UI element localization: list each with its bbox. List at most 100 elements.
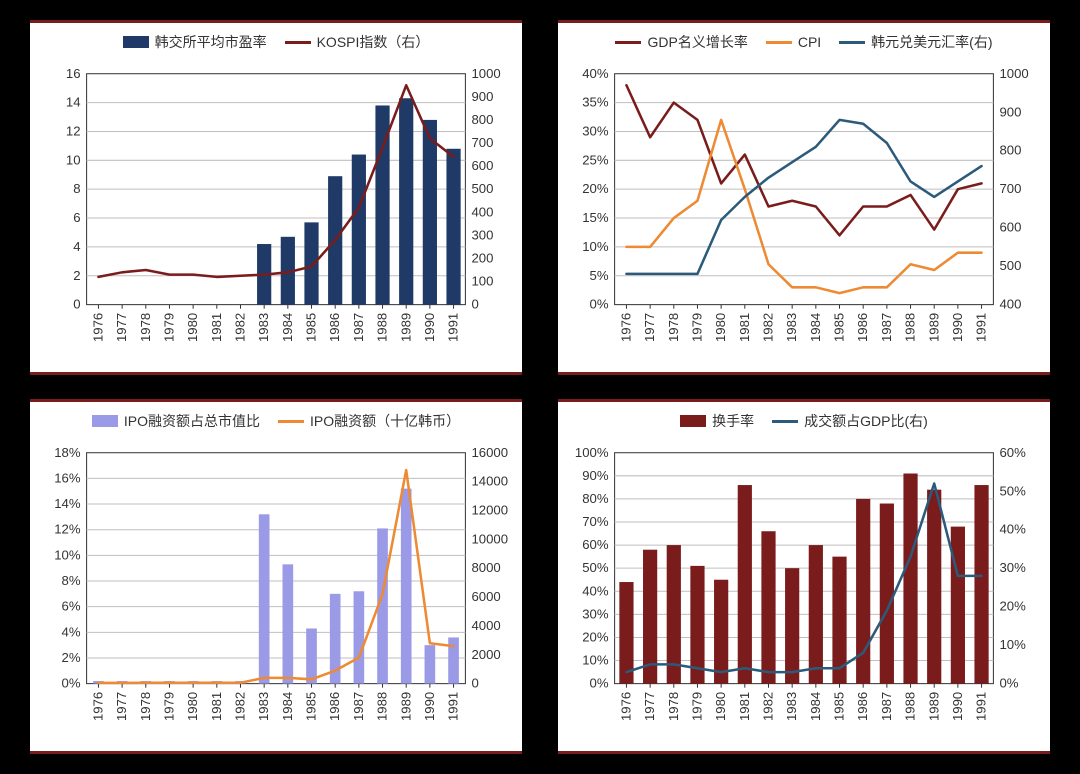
svg-text:18%: 18% <box>54 445 81 460</box>
svg-text:1990: 1990 <box>950 313 965 342</box>
svg-text:0%: 0% <box>62 676 81 691</box>
legend-swatch-line-icon <box>278 420 304 423</box>
svg-text:40%: 40% <box>999 522 1026 537</box>
svg-text:1980: 1980 <box>185 313 200 342</box>
svg-text:1985: 1985 <box>832 313 847 342</box>
svg-text:1983: 1983 <box>784 692 799 721</box>
svg-text:1984: 1984 <box>280 692 295 721</box>
panel-1: 韩交所平均市盈率KOSPI指数（右） 024681012141601002003… <box>30 20 522 375</box>
svg-text:600: 600 <box>999 220 1021 235</box>
svg-text:10%: 10% <box>582 653 609 668</box>
chart-4: 0%10%20%30%40%50%60%70%80%90%100%0%10%20… <box>566 440 1042 747</box>
svg-text:1981: 1981 <box>737 313 752 342</box>
svg-text:1978: 1978 <box>138 313 153 342</box>
svg-text:40%: 40% <box>582 583 609 598</box>
svg-text:16000: 16000 <box>471 445 508 460</box>
svg-text:1980: 1980 <box>713 313 728 342</box>
legend-label: 韩交所平均市盈率 <box>155 32 267 52</box>
svg-text:1983: 1983 <box>256 692 271 721</box>
legend-label: IPO融资额占总市值比 <box>124 411 260 431</box>
svg-text:1982: 1982 <box>761 692 776 721</box>
svg-text:90%: 90% <box>582 468 609 483</box>
svg-text:1989: 1989 <box>398 692 413 721</box>
svg-text:300: 300 <box>471 227 493 242</box>
svg-text:60%: 60% <box>999 445 1026 460</box>
svg-text:1979: 1979 <box>162 692 177 721</box>
legend-swatch-bar-icon <box>123 36 149 48</box>
svg-text:20%: 20% <box>582 630 609 645</box>
svg-text:1984: 1984 <box>280 313 295 342</box>
svg-text:1991: 1991 <box>446 313 461 342</box>
svg-text:1977: 1977 <box>642 313 657 342</box>
legend-label: 成交额占GDP比(右) <box>804 411 928 431</box>
svg-text:100: 100 <box>471 274 493 289</box>
legend-item: 韩元兑美元汇率(右) <box>839 32 992 52</box>
svg-text:1986: 1986 <box>855 692 870 721</box>
svg-text:0: 0 <box>471 676 478 691</box>
legend-swatch-line-icon <box>615 41 641 44</box>
svg-text:1982: 1982 <box>233 313 248 342</box>
svg-text:1976: 1976 <box>619 313 634 342</box>
svg-text:1990: 1990 <box>950 692 965 721</box>
legend-swatch-line-icon <box>839 41 865 44</box>
svg-text:1977: 1977 <box>114 692 129 721</box>
legend-swatch-bar-icon <box>680 415 706 427</box>
svg-text:900: 900 <box>999 104 1021 119</box>
svg-text:500: 500 <box>999 258 1021 273</box>
legend-swatch-line-icon <box>772 420 798 423</box>
legend-item: IPO融资额（十亿韩币） <box>278 411 460 431</box>
svg-text:0%: 0% <box>590 297 609 312</box>
svg-text:30%: 30% <box>582 606 609 621</box>
legend-swatch-line-icon <box>766 41 792 44</box>
svg-text:1977: 1977 <box>642 692 657 721</box>
legend-1: 韩交所平均市盈率KOSPI指数（右） <box>30 23 522 57</box>
svg-text:0: 0 <box>73 297 80 312</box>
svg-text:1986: 1986 <box>327 692 342 721</box>
legend-item: 成交额占GDP比(右) <box>772 411 928 431</box>
svg-text:10: 10 <box>66 152 81 167</box>
svg-text:30%: 30% <box>582 124 609 139</box>
svg-text:1979: 1979 <box>690 313 705 342</box>
legend-swatch-line-icon <box>285 41 311 44</box>
svg-text:8: 8 <box>73 181 80 196</box>
chart-grid: 韩交所平均市盈率KOSPI指数（右） 024681012141601002003… <box>0 0 1080 774</box>
svg-text:1987: 1987 <box>879 313 894 342</box>
svg-text:4%: 4% <box>62 624 81 639</box>
chart-3: 0%2%4%6%8%10%12%14%16%18%020004000600080… <box>38 440 514 747</box>
svg-text:4: 4 <box>73 239 80 254</box>
svg-text:20%: 20% <box>582 181 609 196</box>
legend-swatch-bar-icon <box>92 415 118 427</box>
svg-text:1988: 1988 <box>903 313 918 342</box>
svg-text:1990: 1990 <box>422 692 437 721</box>
svg-text:800: 800 <box>999 143 1021 158</box>
legend-2: GDP名义增长率CPI韩元兑美元汇率(右) <box>558 23 1050 57</box>
svg-text:1978: 1978 <box>666 313 681 342</box>
svg-text:1985: 1985 <box>304 313 319 342</box>
svg-text:0%: 0% <box>999 676 1018 691</box>
svg-text:1980: 1980 <box>185 692 200 721</box>
svg-text:1989: 1989 <box>398 313 413 342</box>
legend-3: IPO融资额占总市值比 IPO融资额（十亿韩币） <box>30 402 522 436</box>
svg-text:1984: 1984 <box>808 313 823 342</box>
svg-text:1987: 1987 <box>351 313 366 342</box>
svg-text:100%: 100% <box>575 445 609 460</box>
svg-text:1976: 1976 <box>91 692 106 721</box>
chart-2: 0%5%10%15%20%25%30%35%40%400500600700800… <box>566 61 1042 368</box>
svg-text:800: 800 <box>471 112 493 127</box>
svg-text:1991: 1991 <box>974 313 989 342</box>
svg-text:16%: 16% <box>54 470 81 485</box>
svg-text:1988: 1988 <box>375 692 390 721</box>
svg-text:400: 400 <box>999 297 1021 312</box>
svg-text:6: 6 <box>73 210 80 225</box>
svg-text:8%: 8% <box>62 573 81 588</box>
panel-2: GDP名义增长率CPI韩元兑美元汇率(右) 0%5%10%15%20%25%30… <box>558 20 1050 375</box>
svg-text:30%: 30% <box>999 560 1026 575</box>
svg-text:1980: 1980 <box>713 692 728 721</box>
svg-text:1976: 1976 <box>91 313 106 342</box>
svg-text:50%: 50% <box>582 560 609 575</box>
svg-text:900: 900 <box>471 89 493 104</box>
svg-text:1000: 1000 <box>999 66 1028 81</box>
svg-text:1981: 1981 <box>209 313 224 342</box>
svg-text:2000: 2000 <box>471 647 500 662</box>
svg-text:600: 600 <box>471 158 493 173</box>
